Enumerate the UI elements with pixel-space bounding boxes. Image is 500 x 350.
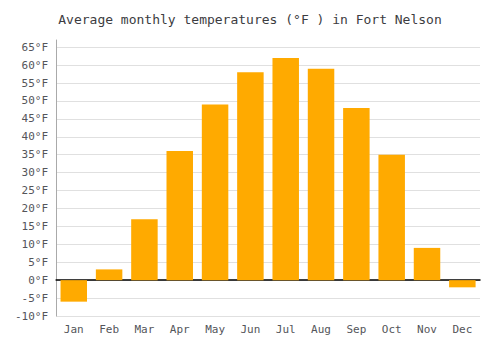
svg-text:Jun: Jun	[240, 323, 260, 336]
svg-text:50°F: 50°F	[22, 94, 49, 107]
svg-text:35°F: 35°F	[22, 148, 49, 161]
svg-text:Jan: Jan	[64, 323, 84, 336]
svg-text:Dec: Dec	[452, 323, 472, 336]
svg-text:15°F: 15°F	[22, 220, 49, 233]
svg-text:-10°F: -10°F	[15, 310, 48, 323]
svg-text:20°F: 20°F	[22, 202, 49, 215]
svg-text:40°F: 40°F	[22, 130, 49, 143]
svg-text:10°F: 10°F	[22, 238, 49, 251]
svg-text:Mar: Mar	[134, 323, 154, 336]
svg-text:Nov: Nov	[417, 323, 437, 336]
svg-text:0°F: 0°F	[28, 274, 48, 287]
svg-text:May: May	[205, 323, 225, 336]
svg-text:Apr: Apr	[170, 323, 190, 336]
svg-text:Feb: Feb	[99, 323, 119, 336]
svg-text:5°F: 5°F	[28, 256, 48, 269]
svg-text:Aug: Aug	[311, 323, 331, 336]
svg-text:60°F: 60°F	[22, 59, 49, 72]
svg-text:45°F: 45°F	[22, 112, 49, 125]
svg-text:25°F: 25°F	[22, 184, 49, 197]
svg-text:Oct: Oct	[382, 323, 402, 336]
svg-text:Sep: Sep	[346, 323, 366, 336]
svg-text:-5°F: -5°F	[22, 292, 49, 305]
svg-text:65°F: 65°F	[22, 41, 49, 54]
svg-text:Average monthly temperatures (: Average monthly temperatures (°F ) in Fo…	[58, 12, 442, 27]
svg-text:30°F: 30°F	[22, 166, 49, 179]
svg-text:55°F: 55°F	[22, 77, 49, 90]
svg-text:Jul: Jul	[276, 323, 296, 336]
